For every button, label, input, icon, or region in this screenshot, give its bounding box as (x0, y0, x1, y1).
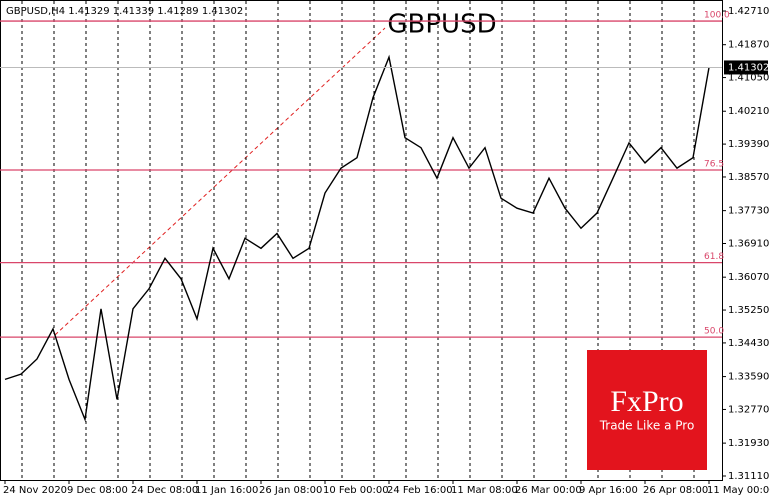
x-tick-label: 24 Nov 2020 (3, 485, 67, 496)
y-tick-label: 1.37730 (728, 206, 769, 217)
logo-brand: FxPro (610, 385, 683, 418)
x-tick-label: 24 Dec 08:00 (131, 485, 198, 496)
x-tick-label: 11 May 00:00 (707, 485, 770, 496)
y-tick-label: 1.42710 (728, 6, 769, 17)
level-label: 61.8 (704, 252, 724, 262)
y-tick-label: 1.41050 (728, 73, 769, 84)
y-tick-label: 1.39390 (728, 139, 769, 150)
x-tick-label: 26 Jan 08:00 (259, 485, 322, 496)
plot-frame (0, 0, 723, 481)
chart-title: GBPUSD (387, 10, 496, 40)
y-tick-label: 1.31930 (728, 438, 769, 449)
y-tick-label: 1.31110 (728, 471, 769, 482)
last-price-box (724, 60, 768, 75)
y-tick-label: 1.40210 (728, 106, 769, 117)
last-price-label: 1.41302 (728, 62, 769, 73)
level-label: 50.0 (704, 327, 724, 337)
x-tick-label: 11 Mar 08:00 (451, 485, 518, 496)
x-tick-label: 9 Dec 08:00 (67, 485, 128, 496)
y-tick-label: 1.35250 (728, 305, 769, 316)
y-tick-label: 1.34430 (728, 338, 769, 349)
trend-line (54, 27, 386, 336)
x-tick-label: 10 Feb 00:00 (323, 485, 389, 496)
y-tick-label: 1.33590 (728, 372, 769, 383)
y-tick-label: 1.36910 (728, 239, 769, 250)
x-tick-label: 24 Feb 16:00 (387, 485, 453, 496)
x-tick-label: 26 Apr 08:00 (643, 485, 708, 496)
x-tick-label: 26 Mar 00:00 (515, 485, 582, 496)
level-label: 100.0 (704, 11, 730, 21)
y-tick-label: 1.32770 (728, 404, 769, 415)
logo-slogan: Trade Like a Pro (599, 419, 695, 433)
price-line (4, 54, 710, 423)
y-tick-label: 1.41870 (728, 40, 769, 51)
x-tick-label: 9 Apr 16:00 (579, 485, 638, 496)
level-label: 76.5 (704, 160, 724, 170)
y-tick-label: 1.38570 (728, 172, 769, 183)
header: GBPUSD,H4 1.41329 1.41339 1.41289 1.4130… (6, 6, 243, 17)
logo-box (587, 350, 707, 470)
x-tick-label: 11 Jan 16:00 (195, 485, 258, 496)
y-tick-label: 1.36070 (728, 272, 769, 283)
